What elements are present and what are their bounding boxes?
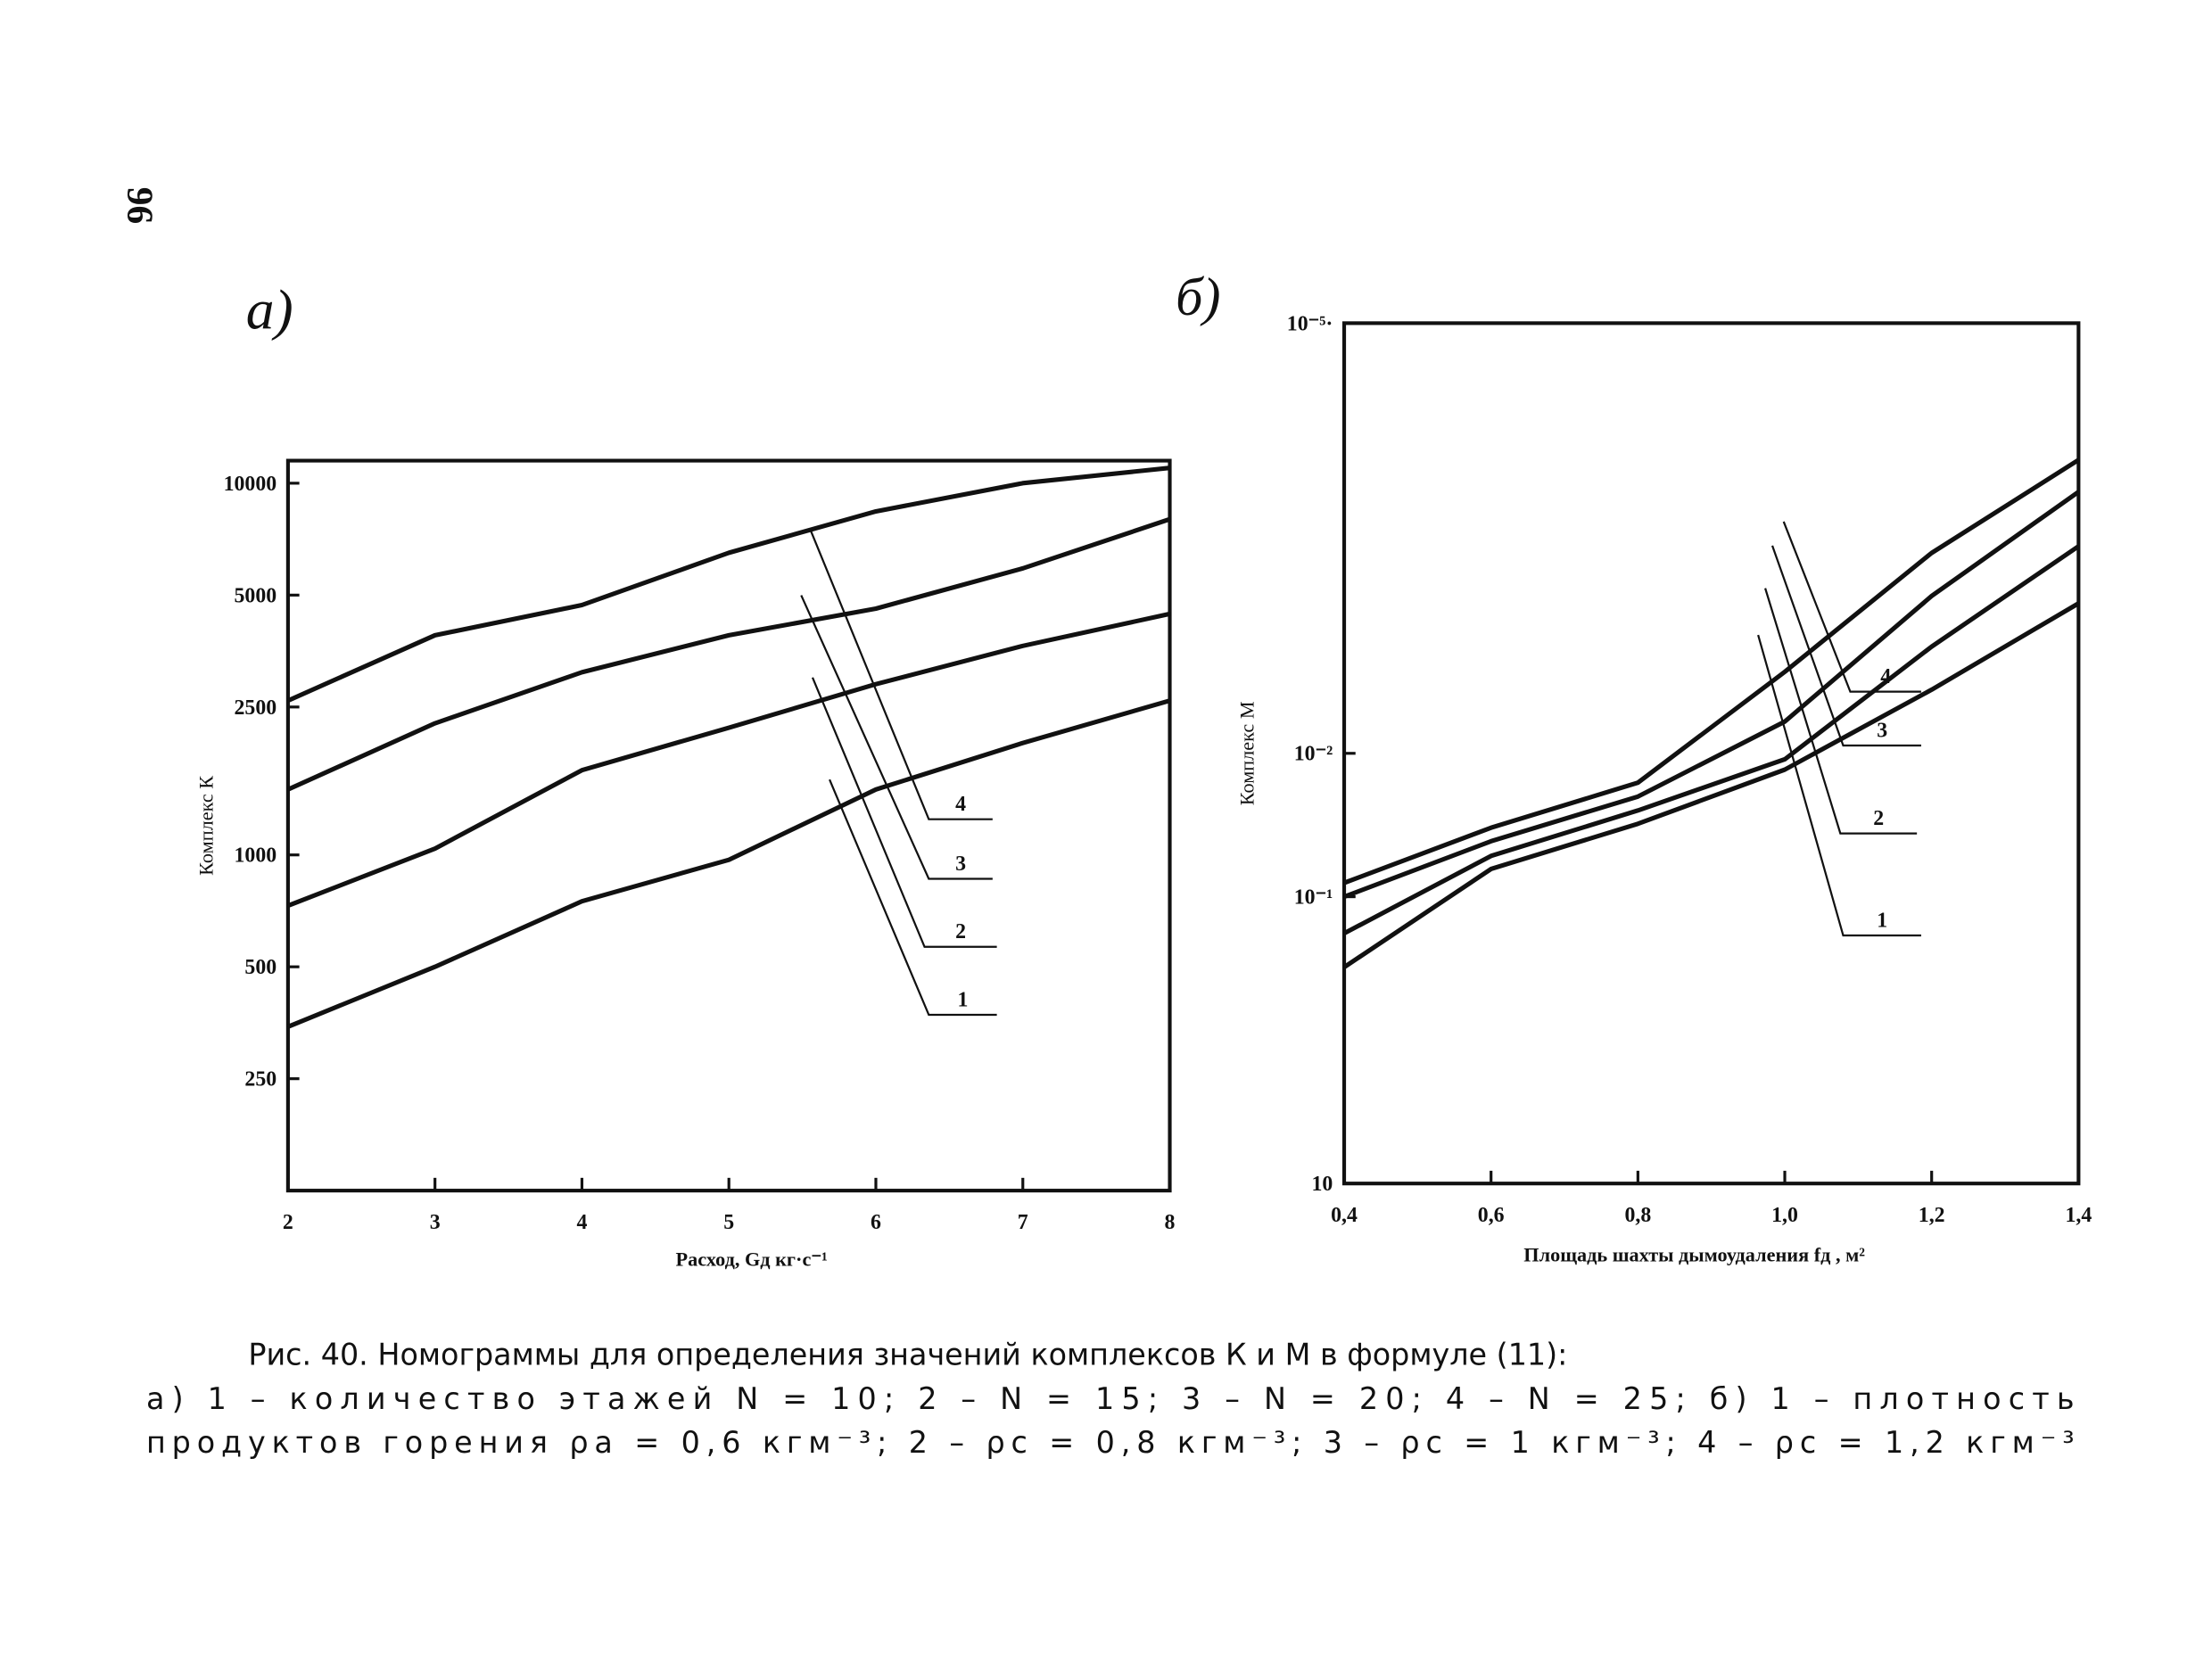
series-line <box>1343 490 2080 900</box>
caption-line: продуктов горения ρа = 0,6 кгм⁻³; 2 – ρс… <box>146 1425 2075 1460</box>
series-line <box>286 516 1171 792</box>
x-axis-label: Расход, Gд кг·с⁻¹ <box>676 1248 828 1270</box>
y-tick-label: 10⁻¹ <box>1294 886 1333 910</box>
legend-label: 3 <box>1877 720 1887 743</box>
y-tick-label: 250 <box>244 1068 276 1091</box>
y-tick-label: 10000 <box>224 473 277 496</box>
leader-line <box>811 677 997 948</box>
x-tick-label: 1,2 <box>1919 1204 1945 1227</box>
legend-label: 1 <box>1877 909 1887 932</box>
plot-frame <box>1341 321 2081 1186</box>
x-tick-label: 1,4 <box>2065 1204 2092 1227</box>
x-tick-label: 2 <box>283 1211 293 1234</box>
chart-panel: а) Расход, Gд кг·с⁻¹ Комплекс К 2 3 4 5 6 7 8 250 5… <box>195 278 1176 1271</box>
y-tick-label: 2500 <box>235 696 277 720</box>
caption-line: а) 1 – количество этажей N = 10; 2 – N =… <box>146 1381 2075 1416</box>
legend-label: 1 <box>958 989 969 1012</box>
x-tick-label: 4 <box>576 1211 587 1234</box>
x-tick-label: 8 <box>1165 1211 1176 1234</box>
series-line <box>286 465 1170 703</box>
y-tick-label: 500 <box>244 956 276 979</box>
y-tick-label: 5000 <box>235 584 277 607</box>
y-tick-label: 10⁻² <box>1294 743 1333 766</box>
panel-label: а) <box>246 278 293 342</box>
leader-line <box>800 595 993 880</box>
series-line <box>1342 544 2080 935</box>
x-tick-label: 5 <box>723 1211 734 1234</box>
x-tick-label: 3 <box>430 1211 441 1234</box>
caption-line: Рис. 40. Номограммы для определения знач… <box>248 1338 1567 1372</box>
x-tick-label: 1,0 <box>1771 1204 1798 1227</box>
y-tick-label: 1000 <box>235 844 277 868</box>
leader-line <box>829 778 997 1017</box>
x-tick-label: 0,4 <box>1331 1204 1358 1227</box>
legend-label: 4 <box>1880 665 1891 688</box>
legend-label: 2 <box>955 920 966 943</box>
series-line <box>1343 457 2080 886</box>
series-line <box>286 698 1171 1029</box>
y-tick-label: 10 <box>1311 1173 1333 1196</box>
y-tick-label: 10⁻⁵· <box>1287 312 1333 335</box>
x-tick-label: 7 <box>1018 1211 1028 1234</box>
series-line <box>286 611 1171 909</box>
plot-frame <box>285 458 1172 1193</box>
series-line <box>1342 601 2080 969</box>
leader-line <box>1757 634 1921 937</box>
x-tick-label: 0,6 <box>1478 1204 1505 1227</box>
panel-label: б) <box>1176 268 1220 327</box>
legend-label: 2 <box>1873 807 1884 830</box>
leader-line <box>810 531 993 820</box>
legend-label: 3 <box>955 853 966 876</box>
y-axis-label: Комплекс К <box>195 776 218 876</box>
leader-line <box>1782 521 1921 693</box>
x-tick-label: 6 <box>871 1211 881 1234</box>
legend-label: 4 <box>955 793 966 816</box>
chart-panel: б) Площадь шахты дымоудаления fд , м² Комп… <box>1176 268 2092 1266</box>
leader-line <box>1770 545 1921 747</box>
x-tick-label: 0,8 <box>1624 1204 1651 1227</box>
y-axis-label: Комплекс М <box>1235 701 1258 805</box>
page-number: 96 <box>120 187 161 224</box>
x-axis-label: Площадь шахты дымоудаления fд , м² <box>1523 1244 1865 1266</box>
